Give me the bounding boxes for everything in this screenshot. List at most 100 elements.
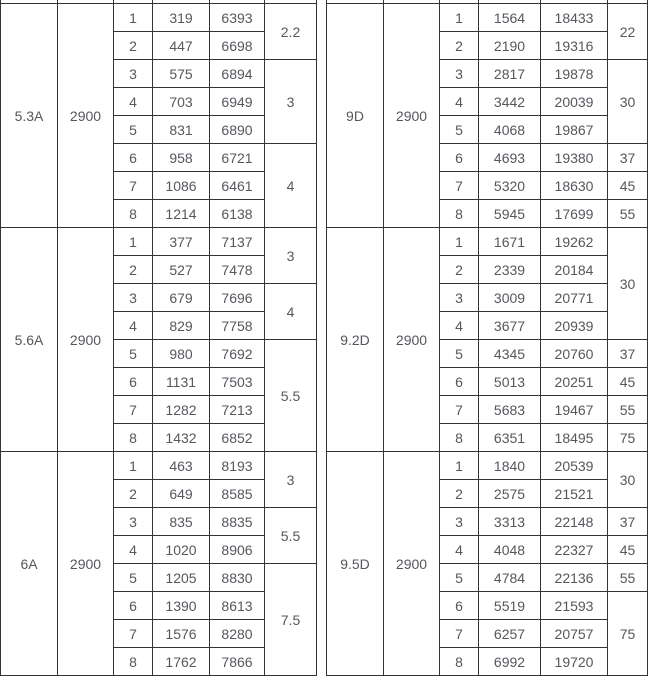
value-b-cell: 20539	[540, 451, 608, 480]
value-a-cell: 703	[152, 87, 210, 116]
value-b-cell: 7866	[209, 647, 265, 676]
power-cell: 3	[264, 227, 317, 284]
row-number-cell: 5	[439, 115, 479, 144]
value-b-cell: 20039	[540, 87, 608, 116]
value-b-cell: 8906	[209, 535, 265, 564]
value-a-cell: 5945	[478, 199, 541, 228]
table-row: 3 835 8835 5.5	[1, 507, 317, 564]
table-row: 9.2D 2900 1 1671 19262 30	[326, 227, 648, 452]
table-row: 8 1762 7866	[1, 647, 317, 676]
value-a-cell: 958	[152, 143, 210, 172]
table-row: 8 5945 17699 55	[327, 199, 648, 228]
table-row: 5 980 7692 5.5	[1, 339, 317, 452]
table-row: 3 2817 19878 30	[327, 59, 648, 144]
value-a-cell: 377	[152, 227, 210, 256]
row-number-cell: 7	[113, 619, 153, 648]
table-row: 2 2575 21521	[327, 479, 648, 508]
row-number-cell: 1	[439, 451, 479, 480]
row-number-cell: 1	[113, 3, 153, 32]
row-number-cell: 3	[113, 283, 153, 312]
row-number-cell: 8	[439, 199, 479, 228]
row-number-cell: 7	[439, 171, 479, 200]
value-b-cell: 6949	[209, 87, 265, 116]
value-b-cell: 22148	[540, 507, 608, 536]
table-row: 7 5320 18630 45	[327, 171, 648, 200]
value-a-cell: 1432	[152, 423, 210, 452]
table-row: 6 958 6721 4	[1, 143, 317, 228]
value-a-cell: 2575	[478, 479, 541, 508]
value-b-cell: 6393	[209, 3, 265, 32]
row-number-cell: 3	[113, 507, 153, 536]
value-a-cell: 1214	[152, 199, 210, 228]
value-b-cell: 6721	[209, 143, 265, 172]
table-row: 5 4784 22136 55	[327, 563, 648, 592]
row-number-cell: 5	[113, 563, 153, 592]
value-b-cell: 8613	[209, 591, 265, 620]
power-cell: 37	[607, 143, 648, 172]
value-b-cell: 21593	[540, 591, 608, 620]
value-a-cell: 6257	[478, 619, 541, 648]
value-a-cell: 1086	[152, 171, 210, 200]
row-number-cell: 6	[439, 591, 479, 620]
spec-table-right: 9D 2900 1 1564 18433 22 2 2190 19316 3 2817 19878 30…	[326, 0, 648, 676]
table-row: 7 6257 20757	[327, 619, 648, 648]
power-cell: 7.5	[264, 563, 317, 676]
power-cell: 22	[607, 3, 648, 60]
table-row: 5.3A 2900 1 319 6393 2.2	[0, 3, 317, 228]
value-a-cell: 1576	[152, 619, 210, 648]
rpm-cell: 2900	[57, 227, 114, 452]
value-a-cell: 835	[152, 507, 210, 536]
value-b-cell: 7758	[209, 311, 265, 340]
power-cell: 3	[264, 451, 317, 508]
table-row: 4 4048 22327 45	[327, 535, 648, 564]
value-b-cell: 6138	[209, 199, 265, 228]
value-b-cell: 18433	[540, 3, 608, 32]
row-number-cell: 3	[113, 59, 153, 88]
row-number-cell: 4	[113, 311, 153, 340]
row-number-cell: 4	[113, 87, 153, 116]
row-number-cell: 2	[439, 479, 479, 508]
table-row: 8 6992 19720	[327, 647, 648, 676]
row-number-cell: 6	[439, 367, 479, 396]
table-row: 6 4693 19380 37	[327, 143, 648, 172]
row-number-cell: 2	[113, 479, 153, 508]
value-b-cell: 8193	[209, 451, 265, 480]
power-cell: 2.2	[264, 3, 317, 60]
value-b-cell: 20757	[540, 619, 608, 648]
value-b-cell: 20760	[540, 339, 608, 368]
row-number-cell: 5	[439, 563, 479, 592]
value-a-cell: 1564	[478, 3, 541, 32]
row-number-cell: 2	[439, 255, 479, 284]
value-b-cell: 19720	[540, 647, 608, 676]
power-cell: 30	[607, 227, 648, 340]
value-b-cell: 18495	[540, 423, 608, 452]
row-number-cell: 1	[439, 3, 479, 32]
value-b-cell: 21521	[540, 479, 608, 508]
value-b-cell: 20771	[540, 283, 608, 312]
row-number-cell: 3	[439, 283, 479, 312]
row-number-cell: 2	[113, 31, 153, 60]
value-b-cell: 22327	[540, 535, 608, 564]
value-b-cell: 7478	[209, 255, 265, 284]
value-a-cell: 5320	[478, 171, 541, 200]
row-number-cell: 7	[113, 395, 153, 424]
value-a-cell: 679	[152, 283, 210, 312]
value-b-cell: 6852	[209, 423, 265, 452]
power-cell: 45	[607, 535, 648, 564]
row-number-cell: 7	[439, 395, 479, 424]
table-row: 6 5013 20251 45	[327, 367, 648, 396]
table-row: 6 5519 21593 75	[327, 591, 648, 676]
power-cell: 37	[607, 507, 648, 536]
table-row: 3 3313 22148 37	[327, 507, 648, 536]
value-b-cell: 7696	[209, 283, 265, 312]
table-row: 6A 2900 1 463 8193 3	[0, 451, 317, 676]
value-b-cell: 17699	[540, 199, 608, 228]
row-number-cell: 7	[439, 619, 479, 648]
power-cell: 55	[607, 395, 648, 424]
power-cell: 30	[607, 451, 648, 508]
table-row: 3 679 7696 4	[1, 283, 317, 340]
table-row: 8 1214 6138	[1, 199, 317, 228]
value-b-cell: 8830	[209, 563, 265, 592]
value-a-cell: 4048	[478, 535, 541, 564]
table-row: 7 5683 19467 55	[327, 395, 648, 424]
